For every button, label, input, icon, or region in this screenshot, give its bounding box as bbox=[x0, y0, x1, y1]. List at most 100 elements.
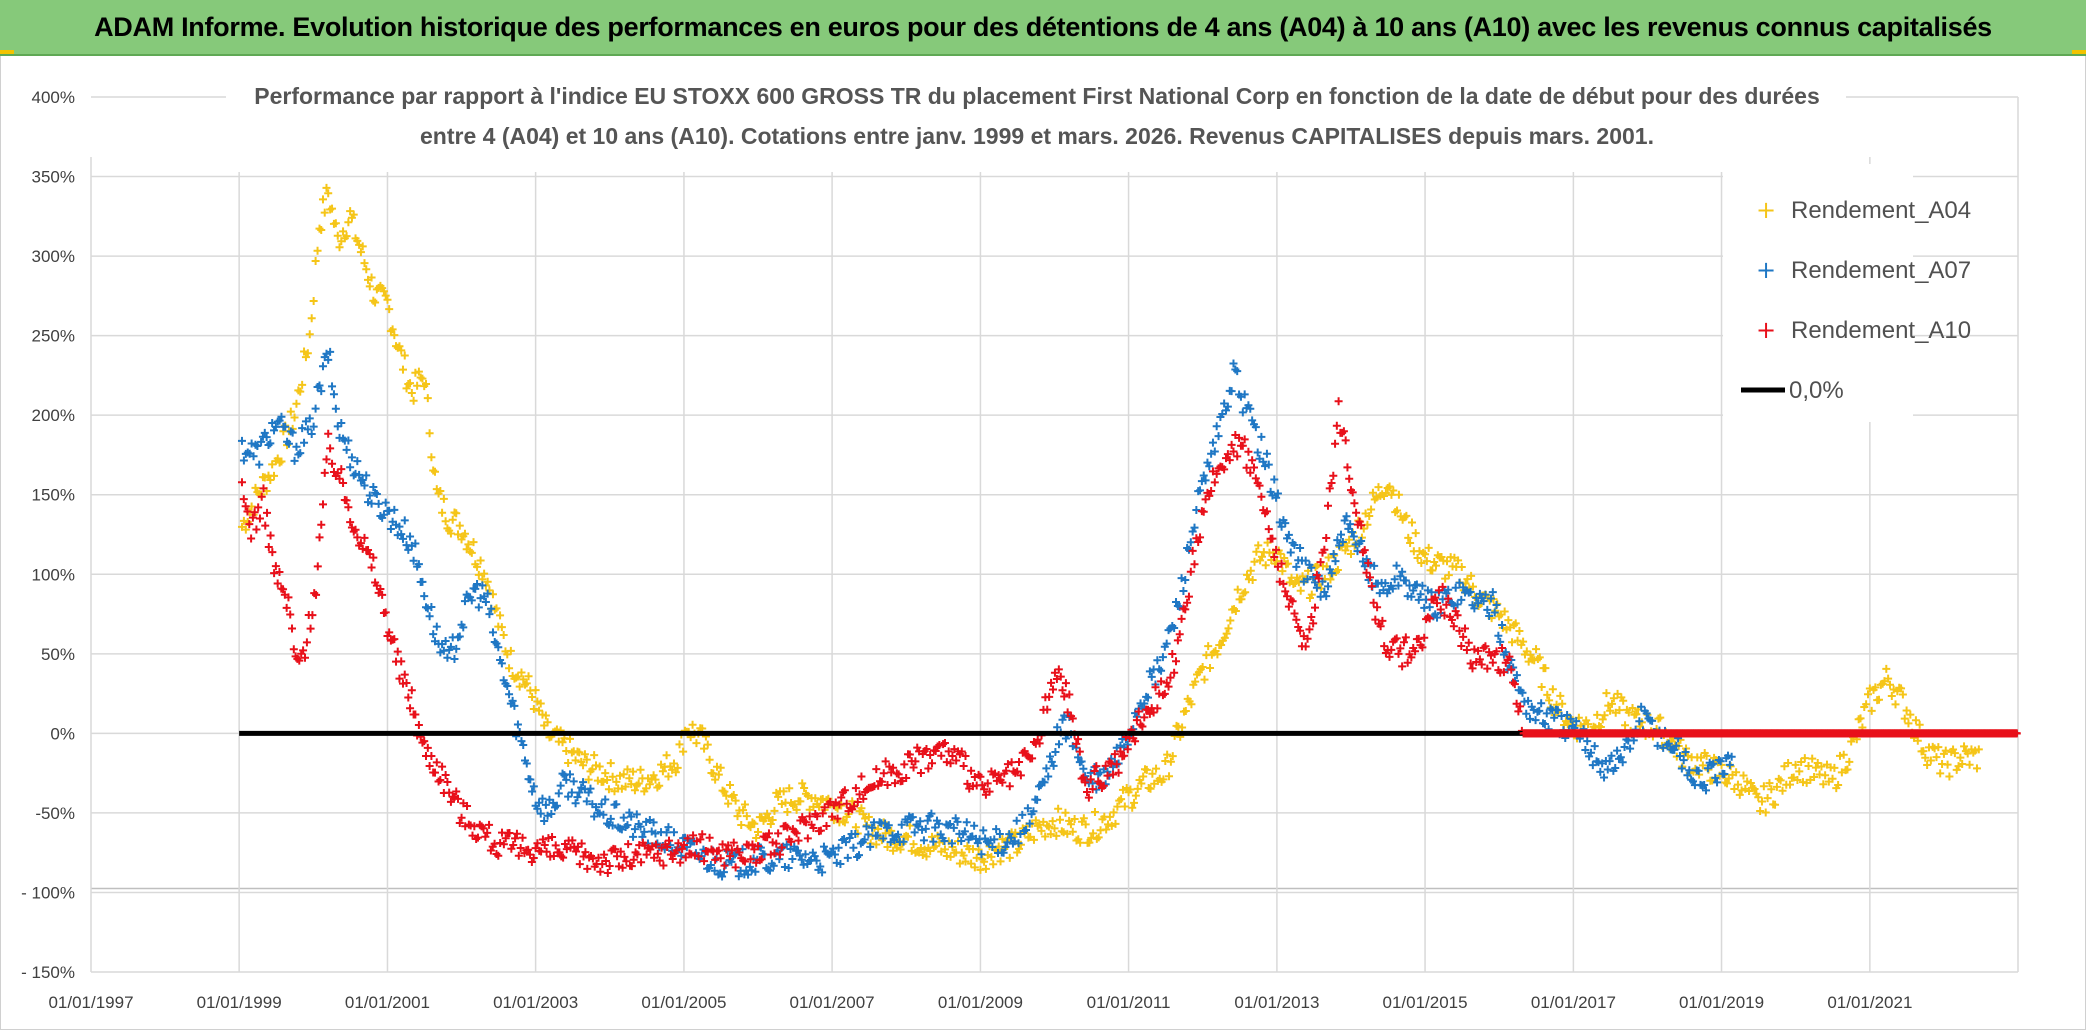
marker-rendement-a10 bbox=[378, 590, 387, 599]
marker-rendement-a10 bbox=[1043, 705, 1052, 714]
marker-rendement-a04 bbox=[1871, 683, 1880, 692]
marker-rendement-a04 bbox=[1341, 546, 1350, 555]
marker-rendement-a07 bbox=[1140, 699, 1149, 708]
marker-rendement-a07 bbox=[1253, 448, 1262, 457]
marker-rendement-a07 bbox=[517, 737, 526, 746]
marker-rendement-a04 bbox=[1885, 680, 1894, 689]
marker-rendement-a04 bbox=[1926, 756, 1935, 765]
marker-rendement-a10 bbox=[1250, 463, 1258, 472]
marker-rendement-a04 bbox=[1246, 566, 1255, 575]
marker-rendement-a04 bbox=[1206, 664, 1215, 673]
marker-rendement-a10 bbox=[1086, 775, 1095, 784]
marker-rendement-a04 bbox=[1960, 742, 1969, 751]
marker-rendement-a04 bbox=[1102, 825, 1111, 834]
marker-rendement-a04 bbox=[1882, 664, 1891, 673]
marker-rendement-a07 bbox=[1023, 804, 1032, 813]
marker-rendement-a10 bbox=[1309, 619, 1318, 628]
marker-rendement-a07 bbox=[868, 823, 877, 832]
marker-rendement-a07 bbox=[481, 597, 490, 606]
marker-rendement-a10 bbox=[299, 646, 308, 655]
marker-rendement-a10 bbox=[438, 762, 447, 771]
marker-rendement-a10 bbox=[653, 849, 662, 858]
marker-rendement-a07 bbox=[1307, 563, 1316, 572]
marker-rendement-a10 bbox=[295, 656, 304, 665]
marker-rendement-a04 bbox=[1374, 483, 1383, 492]
marker-rendement-a07 bbox=[1353, 547, 1362, 556]
marker-rendement-a04 bbox=[731, 796, 740, 805]
marker-rendement-a04 bbox=[1600, 711, 1609, 720]
marker-rendement-a10 bbox=[1334, 397, 1343, 406]
marker-rendement-a07 bbox=[344, 436, 353, 445]
marker-rendement-a04 bbox=[1085, 838, 1094, 847]
marker-rendement-a10 bbox=[1270, 552, 1279, 561]
marker-rendement-a04 bbox=[402, 384, 411, 393]
marker-rendement-a10 bbox=[1088, 785, 1097, 794]
marker-rendement-a04 bbox=[603, 776, 612, 785]
marker-rendement-a10 bbox=[731, 863, 740, 872]
marker-rendement-a10 bbox=[333, 469, 342, 478]
marker-rendement-a04 bbox=[575, 748, 584, 757]
marker-rendement-a10 bbox=[1420, 633, 1429, 642]
marker-rendement-a04 bbox=[1387, 490, 1396, 499]
marker-rendement-a04 bbox=[1584, 720, 1592, 729]
marker-rendement-a10 bbox=[665, 836, 674, 845]
marker-rendement-a04 bbox=[388, 325, 397, 334]
marker-rendement-a07 bbox=[1042, 764, 1051, 773]
marker-rendement-a04 bbox=[967, 859, 976, 868]
marker-rendement-a04 bbox=[1785, 780, 1794, 789]
marker-rendement-a10 bbox=[275, 568, 284, 577]
marker-rendement-a10 bbox=[1486, 651, 1495, 660]
marker-rendement-a10 bbox=[614, 862, 623, 871]
marker-rendement-a10 bbox=[748, 840, 757, 849]
marker-rendement-a04 bbox=[1261, 561, 1270, 570]
marker-rendement-a04 bbox=[277, 457, 286, 466]
marker-rendement-a07 bbox=[556, 781, 565, 790]
marker-rendement-a07 bbox=[921, 824, 930, 833]
marker-rendement-a10 bbox=[689, 831, 698, 840]
marker-rendement-a04 bbox=[464, 540, 473, 549]
marker-rendement-a10 bbox=[261, 521, 270, 530]
marker-rendement-a04 bbox=[928, 832, 937, 841]
marker-rendement-a04 bbox=[1856, 714, 1865, 723]
marker-rendement-a04 bbox=[1750, 785, 1759, 794]
marker-rendement-a10 bbox=[1288, 597, 1297, 606]
marker-rendement-a07 bbox=[1596, 767, 1605, 776]
marker-rendement-a04 bbox=[1778, 786, 1787, 795]
marker-rendement-a04 bbox=[290, 413, 299, 422]
marker-rendement-a04 bbox=[439, 494, 448, 503]
marker-rendement-a04 bbox=[1730, 785, 1739, 794]
marker-rendement-a07 bbox=[908, 813, 917, 822]
marker-rendement-a07 bbox=[1626, 744, 1635, 753]
marker-rendement-a07 bbox=[1524, 696, 1533, 705]
marker-rendement-a04 bbox=[590, 751, 599, 760]
marker-rendement-a04 bbox=[1776, 776, 1785, 785]
marker-rendement-a10 bbox=[257, 492, 266, 501]
marker-rendement-a07 bbox=[268, 419, 277, 428]
marker-rendement-a07 bbox=[326, 347, 335, 356]
marker-rendement-a10 bbox=[1268, 534, 1277, 543]
marker-rendement-a07 bbox=[450, 655, 459, 664]
marker-rendement-a04 bbox=[496, 611, 505, 620]
marker-rendement-a10 bbox=[1223, 450, 1232, 459]
marker-rendement-a07 bbox=[1336, 530, 1345, 539]
marker-rendement-a10 bbox=[577, 839, 586, 848]
marker-rendement-a04 bbox=[1468, 582, 1477, 591]
chart-legend: + Rendement_A04 + Rendement_A07 + Rendem… bbox=[1723, 164, 1971, 422]
marker-rendement-a04 bbox=[1191, 677, 1200, 686]
marker-rendement-a04 bbox=[328, 204, 337, 213]
marker-rendement-a04 bbox=[430, 467, 439, 476]
marker-rendement-a10 bbox=[663, 842, 672, 851]
marker-rendement-a04 bbox=[1159, 775, 1168, 784]
marker-rendement-a10 bbox=[651, 840, 660, 849]
marker-rendement-a07 bbox=[1607, 751, 1616, 760]
marker-rendement-a07 bbox=[305, 414, 314, 423]
marker-rendement-a07 bbox=[923, 816, 932, 825]
marker-rendement-a07 bbox=[1320, 587, 1329, 596]
marker-rendement-a04 bbox=[688, 720, 697, 729]
marker-rendement-a07 bbox=[281, 422, 290, 431]
marker-rendement-a10 bbox=[313, 562, 322, 571]
marker-rendement-a10 bbox=[356, 539, 365, 548]
marker-rendement-a04 bbox=[524, 672, 533, 681]
marker-rendement-a04 bbox=[729, 791, 738, 800]
marker-rendement-a10 bbox=[452, 787, 461, 796]
